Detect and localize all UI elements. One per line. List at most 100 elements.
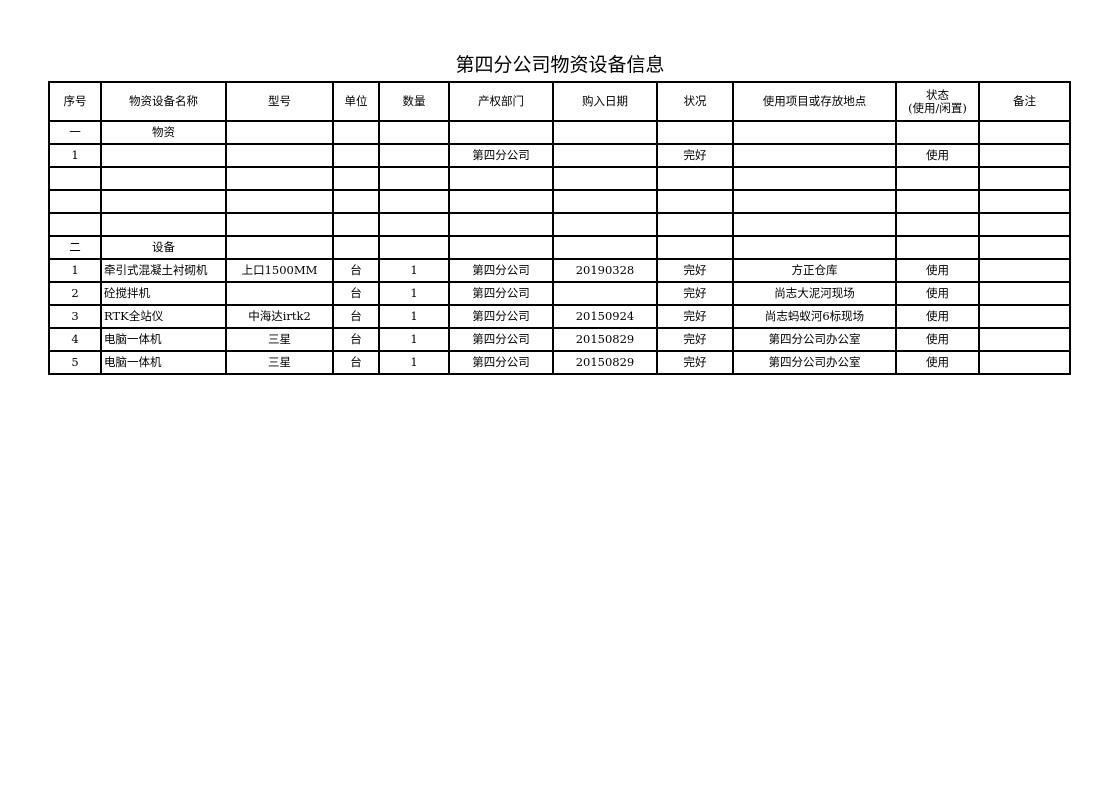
header-qty: 数量 bbox=[378, 81, 450, 122]
cell-note bbox=[978, 304, 1071, 329]
cell-seq: 3 bbox=[48, 304, 102, 329]
cell-unit bbox=[332, 120, 380, 145]
cell-qty bbox=[378, 120, 450, 145]
cell-date: 20190328 bbox=[552, 258, 658, 283]
cell-name: 物资 bbox=[100, 120, 227, 145]
cell-status bbox=[895, 212, 980, 237]
cell-qty bbox=[378, 143, 450, 168]
cell-status: 使用 bbox=[895, 304, 980, 329]
cell-model: 中海达irtk2 bbox=[225, 304, 334, 329]
cell-dept: 第四分公司 bbox=[448, 304, 554, 329]
cell-cond bbox=[656, 235, 734, 260]
cell-unit: 台 bbox=[332, 350, 380, 375]
cell-loc: 尚志蚂蚁河6标现场 bbox=[732, 304, 897, 329]
cell-model bbox=[225, 212, 334, 237]
cell-name bbox=[100, 143, 227, 168]
cell-qty bbox=[378, 235, 450, 260]
cell-cond bbox=[656, 189, 734, 214]
cell-seq: 4 bbox=[48, 327, 102, 352]
table-row: 3 RTK全站仪 中海达irtk2 台 1 第四分公司 20150924 完好 尚志蚂蚁河6标现… bbox=[48, 304, 1071, 329]
cell-qty: 1 bbox=[378, 350, 450, 375]
cell-date bbox=[552, 189, 658, 214]
cell-date bbox=[552, 120, 658, 145]
cell-qty: 1 bbox=[378, 327, 450, 352]
table-row bbox=[48, 212, 1071, 237]
cell-model bbox=[225, 120, 334, 145]
header-name: 物资设备名称 bbox=[100, 81, 227, 122]
cell-dept bbox=[448, 189, 554, 214]
cell-date: 20150829 bbox=[552, 327, 658, 352]
cell-qty: 1 bbox=[378, 304, 450, 329]
table-row: 2 砼搅拌机 台 1 第四分公司 完好 尚志大泥河现场 使用 bbox=[48, 281, 1071, 306]
cell-unit bbox=[332, 166, 380, 191]
cell-date: 20150924 bbox=[552, 304, 658, 329]
cell-dept: 第四分公司 bbox=[448, 327, 554, 352]
cell-name: 砼搅拌机 bbox=[100, 281, 227, 306]
header-status-line2: (使用/闲置) bbox=[908, 100, 967, 115]
header-note: 备注 bbox=[978, 81, 1071, 122]
cell-cond: 完好 bbox=[656, 258, 734, 283]
cell-name bbox=[100, 212, 227, 237]
cell-name bbox=[100, 189, 227, 214]
cell-model bbox=[225, 189, 334, 214]
table-row bbox=[48, 189, 1071, 214]
cell-seq bbox=[48, 166, 102, 191]
cell-loc bbox=[732, 166, 897, 191]
header-dept: 产权部门 bbox=[448, 81, 554, 122]
cell-qty: 1 bbox=[378, 281, 450, 306]
cell-loc: 第四分公司办公室 bbox=[732, 327, 897, 352]
cell-seq: 2 bbox=[48, 281, 102, 306]
page-title: 第四分公司物资设备信息 bbox=[455, 54, 665, 76]
cell-loc bbox=[732, 120, 897, 145]
header-unit: 单位 bbox=[332, 81, 380, 122]
cell-note bbox=[978, 166, 1071, 191]
cell-note bbox=[978, 212, 1071, 237]
header-seq: 序号 bbox=[48, 81, 102, 122]
cell-cond bbox=[656, 120, 734, 145]
cell-name bbox=[100, 166, 227, 191]
table-row: 1 牵引式混凝土衬砌机 上口1500MM 台 1 第四分公司 20190328 完好 方正仓库使… bbox=[48, 258, 1071, 283]
cell-name: 牵引式混凝土衬砌机 bbox=[100, 258, 227, 283]
cell-note bbox=[978, 143, 1071, 168]
cell-date bbox=[552, 212, 658, 237]
table-row: 5 电脑一体机 三星台 1 第四分公司 20150829 完好 第四分公司办公室 使用 bbox=[48, 350, 1071, 375]
cell-loc: 第四分公司办公室 bbox=[732, 350, 897, 375]
cell-name: RTK全站仪 bbox=[100, 304, 227, 329]
cell-loc: 方正仓库 bbox=[732, 258, 897, 283]
header-location: 使用项目或存放地点 bbox=[732, 81, 897, 122]
cell-name: 电脑一体机 bbox=[100, 327, 227, 352]
cell-unit bbox=[332, 212, 380, 237]
section-row: 一物资 bbox=[48, 120, 1071, 145]
cell-dept bbox=[448, 120, 554, 145]
cell-status: 使用 bbox=[895, 258, 980, 283]
cell-note bbox=[978, 327, 1071, 352]
cell-seq: 1 bbox=[48, 258, 102, 283]
cell-qty bbox=[378, 212, 450, 237]
table-row bbox=[48, 166, 1071, 191]
cell-seq: 二 bbox=[48, 235, 102, 260]
cell-dept bbox=[448, 212, 554, 237]
cell-note bbox=[978, 189, 1071, 214]
cell-dept bbox=[448, 235, 554, 260]
cell-qty bbox=[378, 166, 450, 191]
header-condition: 状况 bbox=[656, 81, 734, 122]
cell-model: 上口1500MM bbox=[225, 258, 334, 283]
table-row: 1 第四分公司 完好 使用 bbox=[48, 143, 1071, 168]
cell-status bbox=[895, 166, 980, 191]
table-row: 4 电脑一体机 三星台 1 第四分公司 20150829 完好 第四分公司办公室 使用 bbox=[48, 327, 1071, 352]
cell-cond: 完好 bbox=[656, 143, 734, 168]
equipment-table: 序号 物资设备名称 型号 单位 数量 产权部门 购入日期 状况 使用项目或存放地… bbox=[48, 81, 1071, 375]
cell-loc bbox=[732, 189, 897, 214]
cell-unit bbox=[332, 143, 380, 168]
cell-unit bbox=[332, 189, 380, 214]
cell-cond: 完好 bbox=[656, 327, 734, 352]
cell-seq bbox=[48, 189, 102, 214]
header-model: 型号 bbox=[225, 81, 334, 122]
cell-date: 20150829 bbox=[552, 350, 658, 375]
cell-cond bbox=[656, 212, 734, 237]
cell-qty: 1 bbox=[378, 258, 450, 283]
cell-date bbox=[552, 235, 658, 260]
cell-seq: 5 bbox=[48, 350, 102, 375]
header-date: 购入日期 bbox=[552, 81, 658, 122]
cell-loc: 尚志大泥河现场 bbox=[732, 281, 897, 306]
